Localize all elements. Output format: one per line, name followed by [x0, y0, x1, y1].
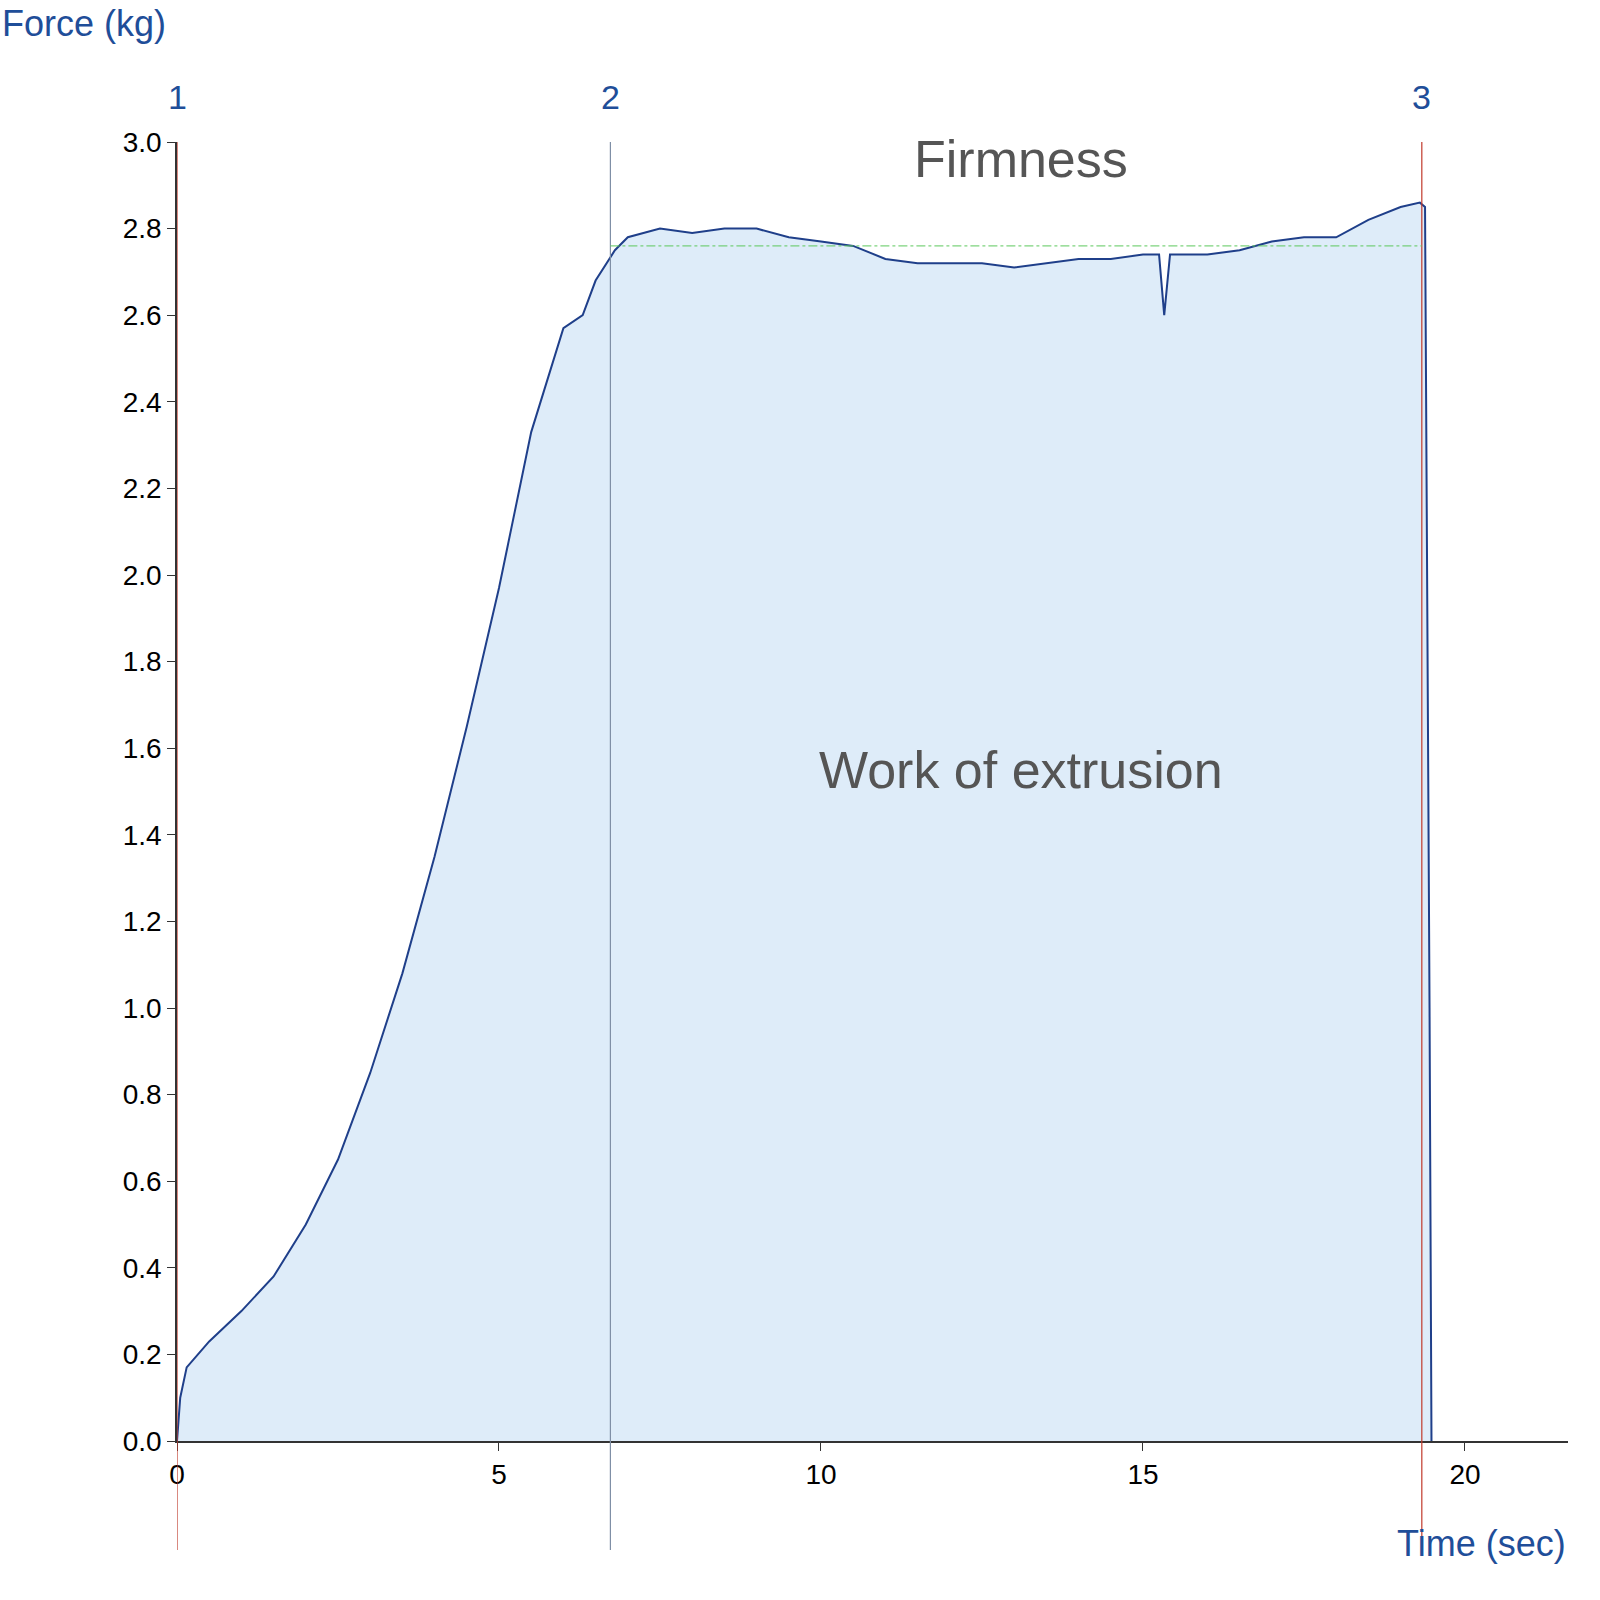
svg-text:2.4: 2.4 — [123, 387, 162, 418]
svg-text:0: 0 — [169, 1459, 185, 1490]
svg-text:Work of extrusion: Work of extrusion — [819, 741, 1223, 799]
svg-text:5: 5 — [491, 1459, 507, 1490]
svg-text:1: 1 — [168, 78, 187, 116]
svg-text:0.8: 0.8 — [123, 1079, 162, 1110]
svg-text:0.6: 0.6 — [123, 1166, 162, 1197]
svg-text:2.2: 2.2 — [123, 473, 162, 504]
svg-text:1.6: 1.6 — [123, 733, 162, 764]
svg-text:1.8: 1.8 — [123, 646, 162, 677]
svg-text:2.8: 2.8 — [123, 213, 162, 244]
svg-text:20: 20 — [1449, 1459, 1480, 1490]
svg-text:1.2: 1.2 — [123, 906, 162, 937]
svg-text:Force (kg): Force (kg) — [2, 3, 166, 44]
svg-text:3.0: 3.0 — [123, 127, 162, 158]
svg-text:2: 2 — [601, 78, 620, 116]
svg-text:0.4: 0.4 — [123, 1253, 162, 1284]
svg-text:Time (sec): Time (sec) — [1397, 1523, 1566, 1564]
svg-text:0.2: 0.2 — [123, 1339, 162, 1370]
svg-text:15: 15 — [1127, 1459, 1158, 1490]
svg-text:Firmness: Firmness — [914, 130, 1128, 188]
svg-text:3: 3 — [1412, 78, 1431, 116]
svg-text:1.4: 1.4 — [123, 820, 162, 851]
svg-text:10: 10 — [805, 1459, 836, 1490]
svg-text:2.0: 2.0 — [123, 560, 162, 591]
svg-text:2.6: 2.6 — [123, 300, 162, 331]
svg-text:0.0: 0.0 — [123, 1426, 162, 1457]
svg-text:1.0: 1.0 — [123, 993, 162, 1024]
